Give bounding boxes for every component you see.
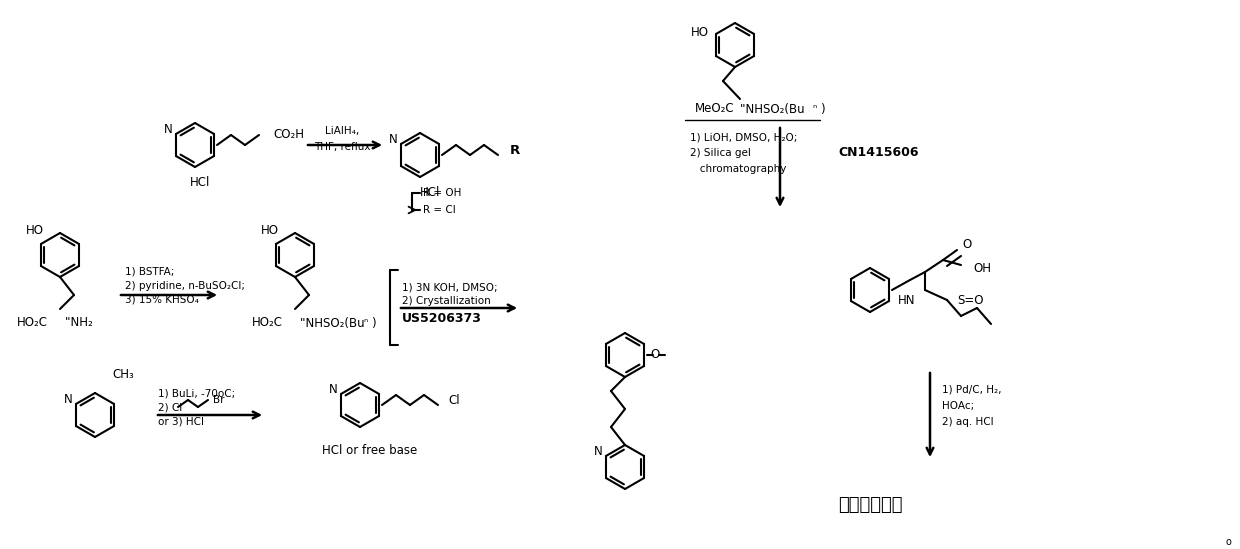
- Text: THF, reflux: THF, reflux: [314, 142, 371, 152]
- Text: 2) pyridine, n-BuSO₂Cl;: 2) pyridine, n-BuSO₂Cl;: [125, 281, 246, 291]
- Text: or 3) HCl: or 3) HCl: [157, 416, 205, 426]
- Text: 2) Cl: 2) Cl: [157, 402, 182, 412]
- Text: ⁿ: ⁿ: [363, 318, 367, 328]
- Text: HO₂C: HO₂C: [17, 317, 48, 329]
- Text: HN: HN: [898, 294, 915, 306]
- Text: chromatography: chromatography: [689, 164, 786, 174]
- Text: 1) BSTFA;: 1) BSTFA;: [125, 267, 175, 277]
- Text: N: N: [594, 445, 603, 458]
- Text: OH: OH: [973, 261, 991, 274]
- Text: HO: HO: [260, 223, 279, 237]
- Text: R: R: [510, 143, 521, 156]
- Text: O: O: [962, 238, 972, 250]
- Text: o: o: [1225, 537, 1231, 547]
- Text: CH₃: CH₃: [112, 368, 134, 382]
- Text: 2) Silica gel: 2) Silica gel: [689, 148, 751, 158]
- Text: LiAlH₄,: LiAlH₄,: [325, 126, 360, 136]
- Text: HO: HO: [26, 223, 43, 237]
- Text: 2) aq. HCl: 2) aq. HCl: [942, 417, 993, 427]
- Text: R = OH: R = OH: [423, 188, 461, 198]
- Text: HCl or free base: HCl or free base: [322, 444, 418, 457]
- Text: O: O: [650, 349, 660, 361]
- Text: 1) LiOH, DMSO, H₂O;: 1) LiOH, DMSO, H₂O;: [689, 132, 797, 142]
- Text: 2) Crystallization: 2) Crystallization: [402, 296, 491, 306]
- Text: ): ): [820, 103, 825, 115]
- Text: HCl: HCl: [420, 187, 440, 199]
- Text: US5206373: US5206373: [402, 311, 482, 324]
- Text: ''NHSO₂(Bu: ''NHSO₂(Bu: [300, 317, 366, 329]
- Text: N: N: [389, 133, 398, 146]
- Text: N: N: [63, 393, 72, 406]
- Text: 盐酸替罗非班: 盐酸替罗非班: [838, 496, 903, 514]
- Text: ): ): [371, 317, 376, 329]
- Text: MeO₂C: MeO₂C: [696, 103, 735, 115]
- Text: N: N: [329, 383, 337, 396]
- Text: 1) Pd/C, H₂,: 1) Pd/C, H₂,: [942, 385, 1002, 395]
- Text: HCl: HCl: [190, 176, 211, 189]
- Text: ⁿ: ⁿ: [812, 104, 816, 114]
- Text: R = Cl: R = Cl: [423, 205, 456, 215]
- Text: S=O: S=O: [957, 294, 983, 306]
- Text: N: N: [164, 123, 172, 136]
- Text: ''NHSO₂(Bu: ''NHSO₂(Bu: [740, 103, 806, 115]
- Text: CO₂H: CO₂H: [274, 128, 305, 142]
- Text: HO: HO: [691, 26, 709, 40]
- Text: 3) 15% KHSO₄: 3) 15% KHSO₄: [125, 295, 198, 305]
- Text: CN1415606: CN1415606: [838, 147, 919, 160]
- Text: 1) BuLi, -70oC;: 1) BuLi, -70oC;: [157, 388, 236, 398]
- Text: Cl: Cl: [448, 394, 460, 406]
- Text: HOAc;: HOAc;: [942, 401, 975, 411]
- Text: 1) 3N KOH, DMSO;: 1) 3N KOH, DMSO;: [402, 282, 497, 292]
- Text: ''NH₂: ''NH₂: [64, 317, 94, 329]
- Text: Br: Br: [213, 395, 224, 405]
- Text: HO₂C: HO₂C: [252, 317, 283, 329]
